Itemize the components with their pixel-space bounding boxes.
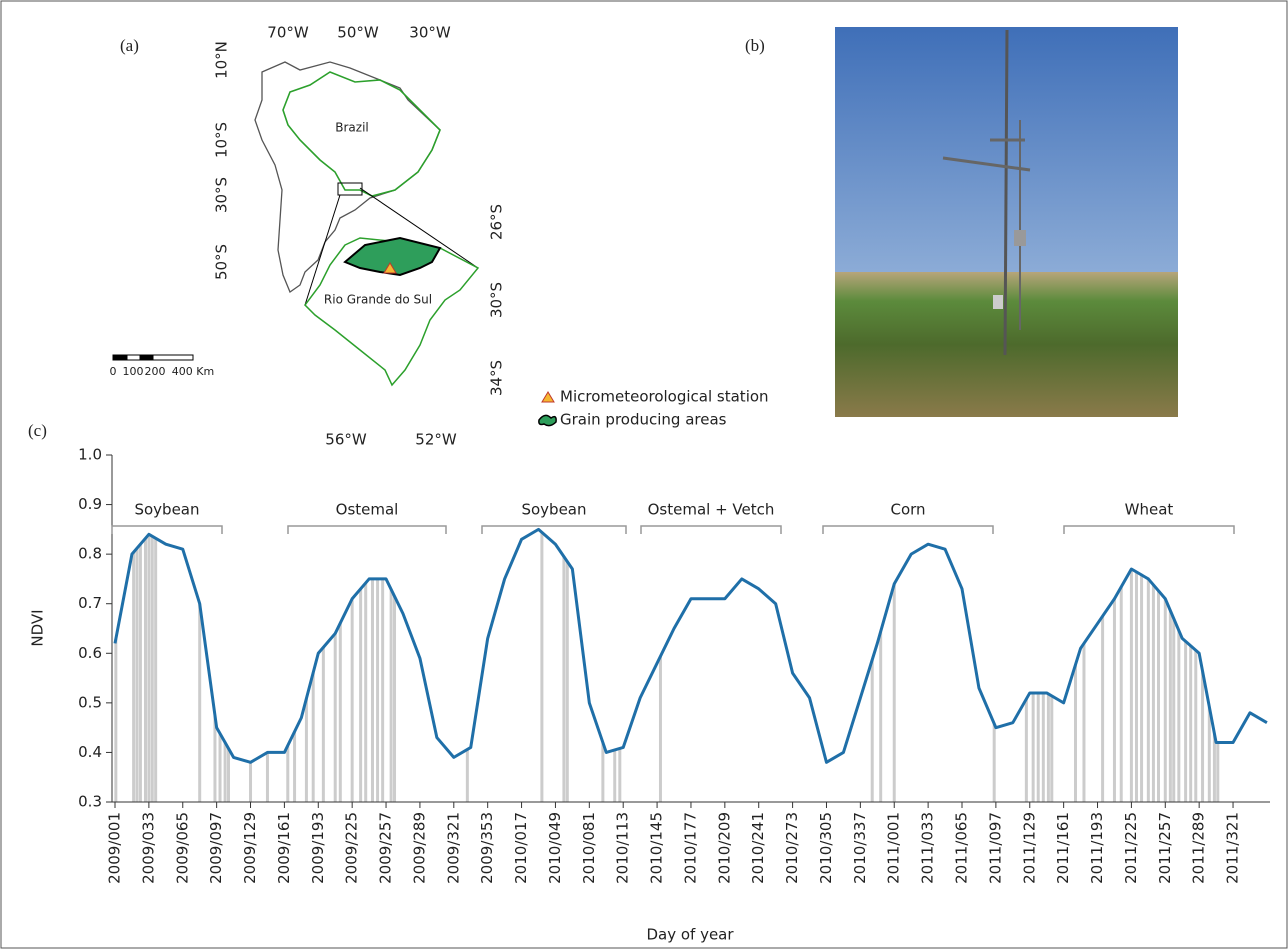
x-tick-label: 2009/129	[241, 812, 259, 884]
lon-label: 50°W	[337, 24, 379, 42]
scale-label: 100	[123, 365, 144, 378]
photo	[835, 27, 1178, 417]
lon-label: 56°W	[325, 431, 367, 449]
x-tick-label: 2010/177	[681, 812, 699, 884]
y-tick-label: 0.6	[78, 644, 102, 662]
x-tick-label: 2009/001	[106, 812, 124, 884]
legend-label: Grain producing areas	[560, 411, 727, 429]
grain-area	[343, 236, 442, 277]
y-tick-label: 0.3	[78, 793, 102, 811]
scale-bar	[139, 354, 154, 361]
x-tick-label: 2011/193	[1088, 812, 1106, 884]
x-tick-label: 2010/273	[783, 812, 801, 884]
lat-label: 34°S	[488, 360, 506, 396]
x-tick-label: 2011/001	[885, 812, 903, 884]
period-label: Ostemal + Vetch	[648, 501, 775, 519]
panel-label: (b)	[745, 36, 765, 55]
y-tick-label: 0.5	[78, 693, 102, 711]
lat-label: 30°S	[213, 177, 231, 213]
tower-box	[1014, 230, 1026, 246]
legend-marker	[541, 391, 555, 403]
period-bracket	[640, 525, 782, 534]
x-tick-label: 2010/209	[715, 812, 733, 884]
y-tick-label: 0.8	[78, 545, 102, 563]
legend-label: Micrometeorological station	[560, 388, 769, 406]
panel-label: (a)	[120, 36, 139, 55]
lon-label: 70°W	[267, 24, 309, 42]
x-tick-label: 2010/145	[648, 812, 666, 884]
period-bracket	[481, 525, 627, 534]
x-tick-label: 2010/241	[749, 812, 767, 884]
period-bracket	[822, 525, 994, 534]
x-tick-label: 2009/065	[173, 812, 191, 884]
x-tick-label: 2009/289	[410, 812, 428, 884]
x-tick-label: 2009/257	[377, 812, 395, 884]
station	[383, 262, 397, 274]
lat-label: 26°S	[488, 204, 506, 240]
y-tick-label: 1.0	[78, 446, 102, 464]
period-bracket	[1063, 525, 1235, 534]
x-tick-label: 2011/065	[953, 812, 971, 884]
x-tick-label: 2011/033	[919, 812, 937, 884]
brazil-outline	[282, 71, 441, 197]
x-tick-label: 2009/321	[444, 812, 462, 884]
tower-box	[993, 295, 1003, 309]
y-tick-label: 0.4	[78, 743, 102, 761]
y-tick-label: 0.7	[78, 594, 102, 612]
lon-label: 52°W	[415, 431, 457, 449]
scale-bar	[126, 354, 141, 361]
scale-label: 0	[110, 365, 117, 378]
lat-label: 50°S	[213, 244, 231, 280]
x-tick-label: 2011/257	[1156, 812, 1174, 884]
x-tick-label: 2010/081	[580, 812, 598, 884]
x-axis-title: Day of year	[646, 926, 734, 944]
x-tick-label: 2011/097	[986, 812, 1004, 884]
period-bracket	[287, 525, 447, 534]
x-tick-label: 2010/113	[614, 812, 632, 884]
x-tick-label: 2010/305	[817, 812, 835, 884]
ndvi-line	[113, 527, 1268, 764]
x-tick-label: 2009/353	[478, 812, 496, 884]
x-tick-label: 2009/097	[207, 812, 225, 884]
period-label: Ostemal	[336, 501, 399, 519]
x-tick-label: 2009/225	[343, 812, 361, 884]
x-tick-label: 2011/161	[1054, 812, 1072, 884]
scale-label: 200	[145, 365, 166, 378]
place-label: Brazil	[335, 121, 369, 135]
y-tick-label: 0.9	[78, 495, 102, 513]
period-label: Corn	[890, 501, 925, 519]
legend-marker	[538, 414, 557, 427]
x-tick-label: 2011/321	[1224, 812, 1242, 884]
x-tick-label: 2011/225	[1122, 812, 1140, 884]
place-label: Rio Grande do Sul	[324, 293, 432, 307]
lat-label: 10°N	[213, 41, 231, 79]
period-label: Soybean	[521, 501, 586, 519]
continent	[254, 61, 441, 293]
x-tick-label: 2009/161	[275, 812, 293, 884]
lat-label: 30°S	[488, 282, 506, 318]
tower-arm	[942, 156, 1031, 172]
x-tick-label: 2010/017	[512, 812, 530, 884]
lon-label: 30°W	[409, 24, 451, 42]
inset-line	[304, 194, 341, 306]
x-tick-label: 2009/193	[309, 812, 327, 884]
scale-bar	[112, 354, 128, 361]
inset-line	[359, 187, 479, 269]
period-label: Wheat	[1125, 501, 1174, 519]
x-tick-label: 2011/129	[1020, 812, 1038, 884]
period-label: Soybean	[134, 501, 199, 519]
tower	[1003, 29, 1009, 356]
x-tick-label: 2009/033	[139, 812, 157, 884]
map	[112, 61, 480, 387]
lat-label: 10°S	[213, 122, 231, 158]
period-bracket	[111, 525, 223, 534]
y-axis-title: NDVI	[29, 609, 47, 646]
panel-label: (c)	[28, 421, 47, 440]
scale-label: 400 Km	[172, 365, 214, 378]
x-tick-label: 2010/049	[546, 812, 564, 884]
x-tick-label: 2011/289	[1190, 812, 1208, 884]
scale-bar	[152, 354, 194, 361]
x-tick-label: 2010/337	[851, 812, 869, 884]
